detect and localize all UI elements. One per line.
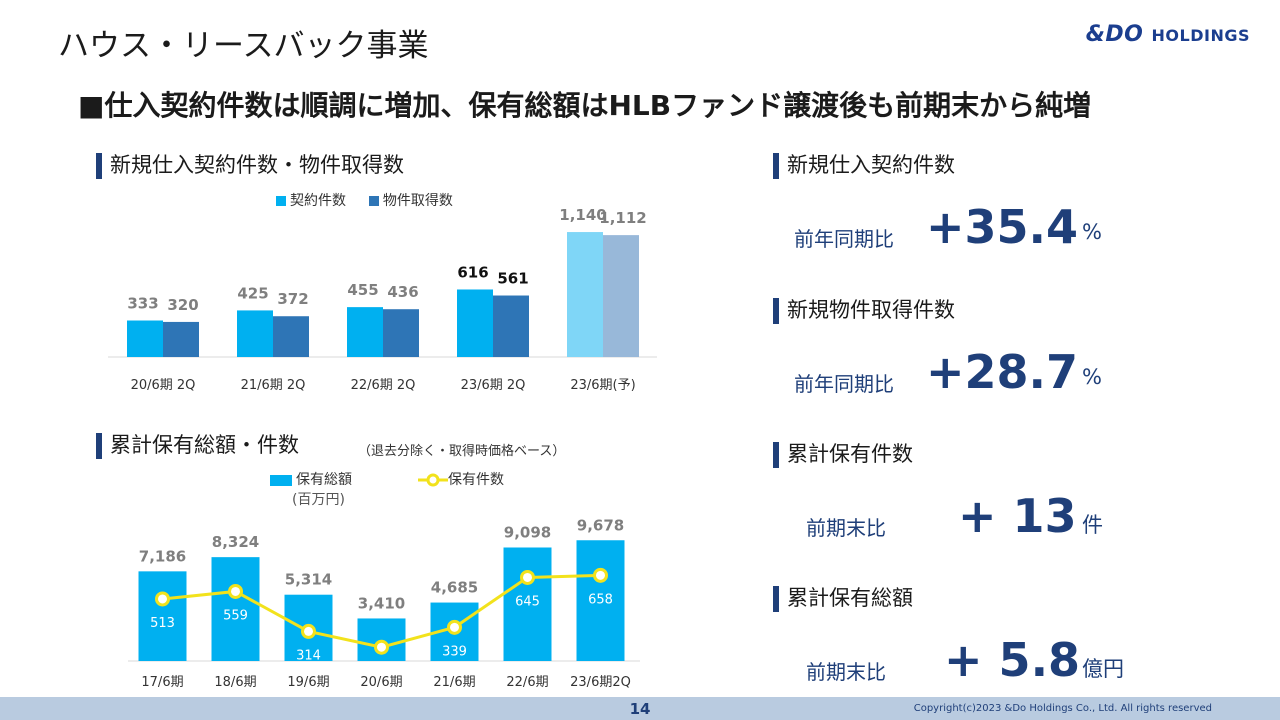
top-chart-legend: 契約件数 物件取得数 xyxy=(276,190,453,210)
bottom-bar-label: 9,098 xyxy=(504,523,551,541)
top-bar-label: 425 xyxy=(237,284,268,302)
holding-count-point xyxy=(374,639,389,655)
bottom-bar-label: 7,186 xyxy=(139,547,186,565)
holding-count-point xyxy=(155,591,170,607)
headline: ■仕入契約件数は順調に増加、保有総額はHLBファンド譲渡後も前期末から純増 xyxy=(78,89,1092,122)
holding-count-point xyxy=(301,623,316,639)
top-category-label: 23/6期 2Q xyxy=(461,378,526,393)
top-bar-acquired xyxy=(163,321,199,357)
legend-amount-unit: (百万円) xyxy=(292,492,345,508)
kpi-unit: % xyxy=(1082,365,1102,389)
kpi-value: + 5.8 xyxy=(944,633,1081,687)
bottom-chart-note: （退去分除く・取得時価格ベース） xyxy=(358,444,566,459)
bottom-bar-label: 5,314 xyxy=(285,571,332,589)
top-bar-label: 455 xyxy=(347,281,378,299)
bottom-bar-label: 3,410 xyxy=(358,594,405,612)
holding-count-label: 217 xyxy=(369,664,394,679)
footer-bar xyxy=(0,697,1280,720)
top-category-label: 20/6期 2Q xyxy=(131,378,196,393)
bottom-category-label: 19/6期 xyxy=(287,675,329,690)
legend-amount-label: 保有総額 xyxy=(296,472,352,488)
legend-count-swatch xyxy=(418,473,448,487)
kpi-compare-label: 前年同期比 xyxy=(794,372,894,396)
bottom-category-label: 23/6期2Q xyxy=(570,675,631,690)
top-chart-heading: 新規仕入契約件数・物件取得数 xyxy=(96,152,404,179)
top-bar-label: 333 xyxy=(127,295,158,313)
page-title: ハウス・リースバック事業 xyxy=(58,28,429,64)
bottom-bar-label: 4,685 xyxy=(431,579,478,597)
logo-mark: &DO xyxy=(1085,22,1144,47)
bottom-bar-label: 8,324 xyxy=(212,533,259,551)
top-bar-contract xyxy=(457,289,493,357)
top-bar-contract xyxy=(567,232,603,357)
logo-text: HOLDINGS xyxy=(1151,26,1250,45)
top-bar-contract xyxy=(127,320,163,357)
top-bar-contract xyxy=(347,307,383,357)
page-number: 14 xyxy=(629,700,651,718)
bottom-category-label: 20/6期 xyxy=(360,675,402,690)
legend-acquired-label: 物件取得数 xyxy=(382,193,453,209)
kpi-value: +35.4 xyxy=(926,200,1079,254)
bottom-bar-amount xyxy=(503,547,552,661)
holding-count-label: 645 xyxy=(515,594,540,609)
bottom-bar-label: 9,678 xyxy=(577,516,624,534)
top-bar-contract xyxy=(237,310,273,357)
legend-amount-swatch xyxy=(270,474,292,486)
top-bar-label: 1,112 xyxy=(599,209,646,227)
bottom-bar-amount xyxy=(211,557,260,661)
top-bar-label: 320 xyxy=(167,296,198,314)
bottom-category-label: 18/6期 xyxy=(214,675,256,690)
legend-contract-swatch xyxy=(276,196,286,206)
bottom-bar-amount xyxy=(576,540,625,661)
top-bar-acquired xyxy=(383,309,419,357)
top-bar-label: 616 xyxy=(457,263,488,281)
top-bar-acquired xyxy=(273,316,309,357)
legend-count-label: 保有件数 xyxy=(448,472,504,488)
holding-count-point xyxy=(228,583,243,599)
kpi-value: + 13 xyxy=(958,489,1077,543)
legend-acquired-swatch xyxy=(368,196,379,206)
top-bar-acquired xyxy=(603,235,639,357)
kpi-unit: 億円 xyxy=(1082,657,1124,681)
holding-count-label: 513 xyxy=(150,616,175,631)
top-bar-label: 436 xyxy=(387,283,418,301)
bottom-chart-heading: 累計保有総額・件数 xyxy=(96,432,299,459)
kpi-heading: 累計保有件数 xyxy=(773,441,913,468)
company-logo: &DO HOLDINGS xyxy=(1086,22,1250,47)
bottom-category-label: 17/6期 xyxy=(141,675,183,690)
holding-count-label: 658 xyxy=(588,592,613,607)
kpi-compare-label: 前年同期比 xyxy=(794,227,894,251)
holding-count-label: 559 xyxy=(223,608,248,623)
holding-count-point xyxy=(520,569,535,585)
kpi-heading: 累計保有総額 xyxy=(773,585,913,612)
bottom-category-label: 22/6期 xyxy=(506,675,548,690)
kpi-unit: 件 xyxy=(1082,513,1103,537)
kpi-compare-label: 前期末比 xyxy=(806,516,886,540)
top-bar-label: 561 xyxy=(497,270,528,288)
kpi-unit: % xyxy=(1082,220,1102,244)
top-bar-label: 372 xyxy=(277,290,308,308)
top-category-label: 21/6期 2Q xyxy=(241,378,306,393)
bottom-bar-amount xyxy=(138,571,187,661)
holding-count-point xyxy=(447,619,462,635)
bottom-legend-bar: 保有総額 xyxy=(270,469,352,489)
holding-count-label: 314 xyxy=(296,648,321,663)
top-category-label: 23/6期(予) xyxy=(570,378,635,393)
copyright: Copyright(c)2023 &Do Holdings Co., Ltd. … xyxy=(913,703,1212,714)
top-category-label: 22/6期 2Q xyxy=(351,378,416,393)
kpi-heading: 新規仕入契約件数 xyxy=(773,152,955,179)
holding-count-point xyxy=(593,567,608,583)
bottom-category-label: 21/6期 xyxy=(433,675,475,690)
kpi-heading: 新規物件取得件数 xyxy=(773,297,955,324)
top-bar-label: 1,140 xyxy=(559,206,606,224)
holding-count-label: 339 xyxy=(442,644,467,659)
bottom-legend-line: 保有件数 xyxy=(418,469,504,489)
top-bar-acquired xyxy=(493,295,529,357)
kpi-value: +28.7 xyxy=(926,345,1079,399)
legend-contract-label: 契約件数 xyxy=(290,193,346,209)
kpi-compare-label: 前期末比 xyxy=(806,660,886,684)
